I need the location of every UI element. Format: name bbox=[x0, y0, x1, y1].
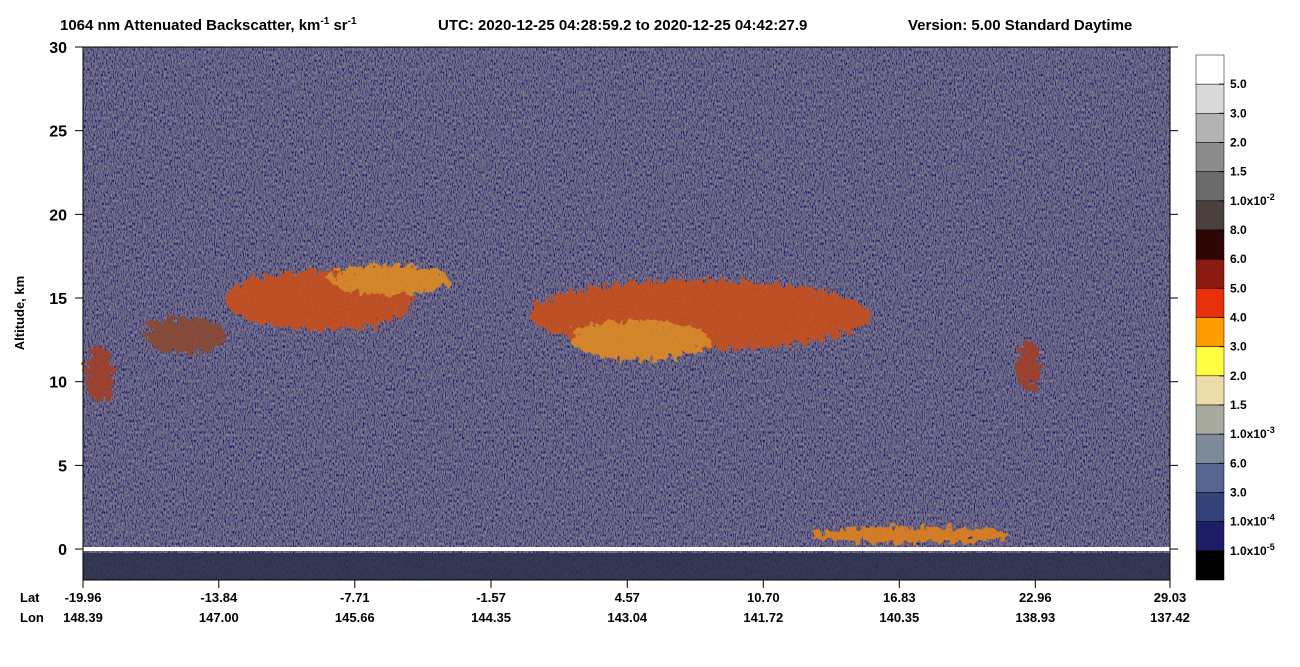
colorbar-label: 2.0 bbox=[1230, 136, 1247, 150]
colorbar-label-base: 1.0x10 bbox=[1230, 194, 1267, 208]
y-tick-label: 5 bbox=[58, 458, 67, 475]
lon-tick-label: 148.39 bbox=[63, 610, 103, 625]
subtitle: UTC: 2020-12-25 04:28:59.2 to 2020-12-25… bbox=[438, 17, 807, 34]
colorbar-swatch bbox=[1195, 375, 1225, 406]
chart-title: 1064 nm Attenuated Backscatter, km-1 sr-… bbox=[60, 16, 357, 34]
lon-tick-label: 143.04 bbox=[607, 610, 648, 625]
title-text: 1064 nm Attenuated Backscatter, km bbox=[60, 17, 320, 34]
y-axis-label: Altitude, km bbox=[12, 276, 27, 350]
y-tick-label: 30 bbox=[49, 40, 67, 57]
colorbar-label: 5.0 bbox=[1230, 77, 1247, 91]
colorbar-swatch bbox=[1195, 288, 1225, 318]
colorbar-label: 1.0x10-4 bbox=[1230, 513, 1275, 529]
colorbar-label: 8.0 bbox=[1230, 223, 1247, 237]
lon-tick-label: 137.42 bbox=[1150, 610, 1190, 625]
lat-tick-label: 16.83 bbox=[883, 590, 916, 605]
lat-tick-label: -7.71 bbox=[340, 590, 370, 605]
lat-label: Lat bbox=[20, 590, 40, 605]
colorbar-label-base: 1.0x10 bbox=[1230, 544, 1267, 558]
lat-tick-label: 22.96 bbox=[1019, 590, 1052, 605]
colorbar-label: 5.0 bbox=[1230, 281, 1247, 295]
colorbar-swatch bbox=[1195, 258, 1225, 289]
colorbar-label-exp: -2 bbox=[1267, 192, 1275, 202]
colorbar-swatch bbox=[1195, 54, 1225, 85]
colorbar-swatch bbox=[1195, 83, 1225, 114]
curtain-image bbox=[83, 47, 1170, 580]
y-tick-label: 10 bbox=[49, 375, 67, 392]
colorbar-label: 1.5 bbox=[1230, 165, 1247, 179]
lat-tick-label: 10.70 bbox=[747, 590, 780, 605]
colorbar-label: 4.0 bbox=[1230, 311, 1247, 325]
colorbar-label: 3.0 bbox=[1230, 340, 1247, 354]
colorbar-label-base: 1.0x10 bbox=[1230, 515, 1267, 529]
colorbar-label: 1.5 bbox=[1230, 398, 1247, 412]
title-superscript: -1 bbox=[320, 16, 329, 27]
y-tick-label: 20 bbox=[49, 207, 67, 224]
lon-tick-label: 145.66 bbox=[335, 610, 375, 625]
colorbar-label: 6.0 bbox=[1230, 252, 1247, 266]
colorbar-label-exp: -3 bbox=[1267, 425, 1275, 435]
colorbar-label-exp: -4 bbox=[1267, 513, 1275, 523]
colorbar-label: 6.0 bbox=[1230, 456, 1247, 470]
colorbar-label: 1.0x10-2 bbox=[1230, 192, 1275, 208]
y-tick-label: 25 bbox=[49, 124, 67, 141]
colorbar-swatch bbox=[1195, 463, 1225, 493]
colorbar-label: 2.0 bbox=[1230, 369, 1247, 383]
title-text: sr bbox=[329, 17, 348, 34]
colorbar-swatch bbox=[1195, 317, 1225, 347]
lat-tick-label: 4.57 bbox=[615, 590, 640, 605]
colorbar-swatch bbox=[1195, 229, 1225, 260]
colorbar-swatch bbox=[1195, 346, 1225, 377]
lon-tick-label: 140.35 bbox=[879, 610, 919, 625]
colorbar-swatch bbox=[1195, 171, 1225, 202]
version: Version: 5.00 Standard Daytime bbox=[908, 17, 1132, 34]
colorbar-label: 1.0x10-5 bbox=[1230, 542, 1275, 558]
lat-tick-label: -19.96 bbox=[65, 590, 102, 605]
colorbar-swatch bbox=[1195, 404, 1225, 435]
colorbar-swatch bbox=[1195, 200, 1225, 231]
colorbar-swatch bbox=[1195, 492, 1225, 522]
colorbar-swatch bbox=[1195, 550, 1225, 581]
title-superscript: -1 bbox=[348, 16, 357, 27]
lat-tick-label: -1.57 bbox=[476, 590, 506, 605]
colorbar-label: 1.0x10-3 bbox=[1230, 425, 1275, 441]
lon-label: Lon bbox=[20, 610, 44, 625]
lon-tick-label: 141.72 bbox=[743, 610, 783, 625]
lon-tick-label: 138.93 bbox=[1015, 610, 1055, 625]
lon-tick-label: 144.35 bbox=[471, 610, 511, 625]
colorbar-label: 3.0 bbox=[1230, 106, 1247, 120]
lat-tick-label: 29.03 bbox=[1154, 590, 1187, 605]
colorbar-label-base: 1.0x10 bbox=[1230, 427, 1267, 441]
y-tick-label: 0 bbox=[58, 542, 67, 559]
y-tick-label: 15 bbox=[49, 291, 67, 308]
plot-frame bbox=[82, 46, 1171, 581]
title: 1064 nm Attenuated Backscatter, km-1 sr-… bbox=[60, 16, 357, 34]
colorbar-swatch bbox=[1195, 433, 1225, 464]
lat-tick-label: -13.84 bbox=[200, 590, 238, 605]
colorbar-swatch bbox=[1195, 113, 1225, 143]
lon-tick-label: 147.00 bbox=[199, 610, 239, 625]
colorbar-label: 3.0 bbox=[1230, 486, 1247, 500]
colorbar-swatch bbox=[1195, 142, 1225, 172]
colorbar-label-exp: -5 bbox=[1267, 542, 1275, 552]
colorbar-swatch bbox=[1195, 521, 1225, 552]
